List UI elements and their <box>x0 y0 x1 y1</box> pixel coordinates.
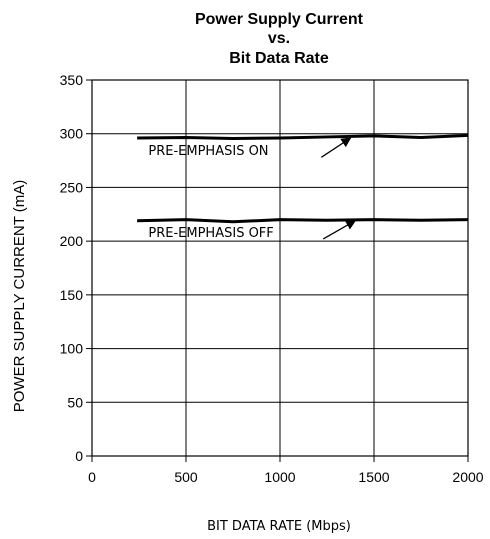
series-line-1 <box>137 133 469 141</box>
y-tick-label: 250 <box>60 179 84 195</box>
chart-title-line-2: vs. <box>268 30 290 47</box>
x-tick-label: 1500 <box>358 469 389 485</box>
x-tick-label: 500 <box>174 469 198 485</box>
x-tick-label: 0 <box>88 469 96 485</box>
y-tick-label: 150 <box>60 287 84 303</box>
x-tick-label: 1000 <box>264 469 295 485</box>
chart-title-line-3: Bit Data Rate <box>229 50 329 67</box>
y-tick-label: 200 <box>60 233 84 249</box>
y-tick-label: 50 <box>67 394 83 410</box>
chart-title-line-1: Power Supply Current <box>195 11 364 28</box>
y-tick-label: 100 <box>60 341 84 357</box>
x-axis: 0 500 1000 1500 2000 <box>88 456 484 485</box>
y-tick-label: 350 <box>60 72 84 88</box>
y-tick-label: 300 <box>60 126 84 142</box>
annotation-arrow-1 <box>321 137 352 158</box>
y-axis-label: POWER SUPPLY CURRENT (mA) <box>11 180 28 413</box>
annotation-arrow-2 <box>322 220 357 240</box>
y-tick-label: 0 <box>75 448 83 464</box>
annotation-label-1: PRE-EMPHASIS ON <box>148 144 268 159</box>
x-axis-label: BIT DATA RATE (Mbps) <box>207 519 351 534</box>
grid-lines <box>92 80 468 456</box>
annotation-label-2: PRE-EMPHASIS OFF <box>148 226 273 241</box>
annotations: PRE-EMPHASIS ON PRE-EMPHASIS OFF <box>148 137 357 241</box>
x-tick-label: 2000 <box>452 469 483 485</box>
series-lines <box>137 133 469 224</box>
series-line-2 <box>137 218 469 224</box>
y-axis: 0 50 100 150 200 250 300 350 <box>60 72 92 464</box>
